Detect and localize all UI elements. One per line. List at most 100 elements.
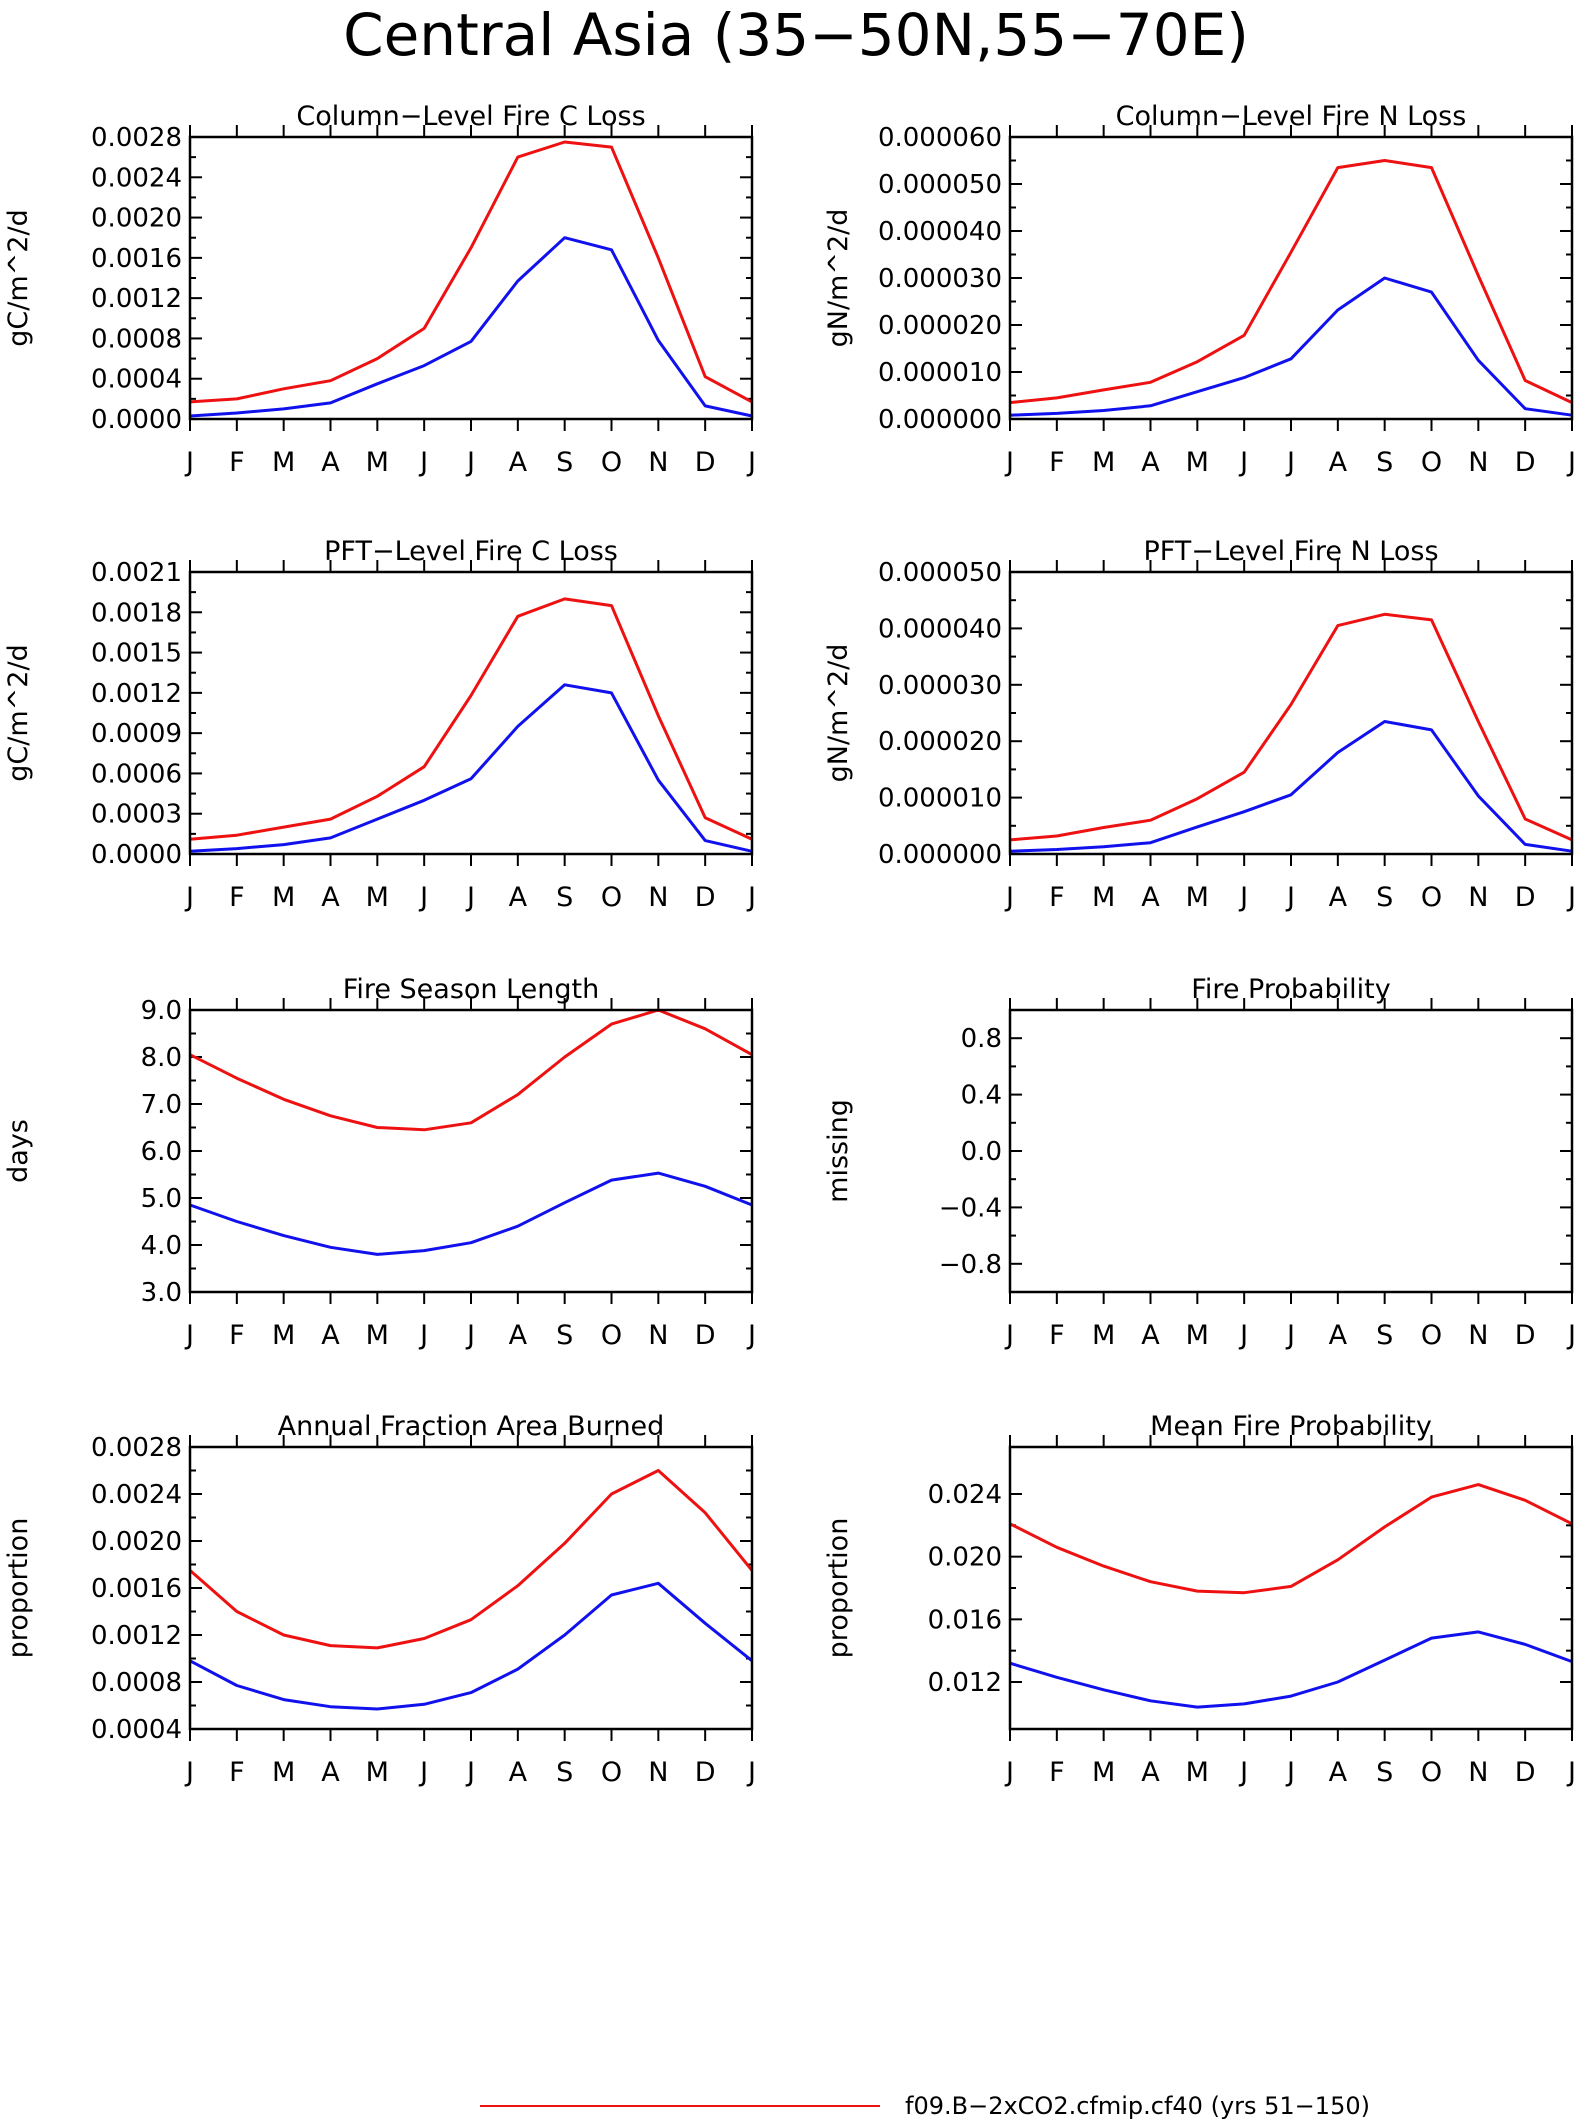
x-tick-label: M [272,882,295,913]
x-tick-label: F [229,1757,245,1788]
y-tick-label: 0.0018 [91,598,182,628]
series-line [189,683,753,853]
x-tick-label: S [556,1757,573,1788]
x-tick-label: S [556,447,573,478]
plot-frame [1008,135,1574,421]
x-tick-label: O [1421,882,1442,913]
x-tick-label: M [272,447,295,478]
y-axis-label: days [3,1119,34,1183]
x-tick-label: J [1566,447,1576,478]
x-tick-label: J [1004,447,1014,478]
x-tick-label: S [1376,447,1393,478]
y-tick-label: 0.0028 [91,1433,182,1463]
x-tick-label: N [648,882,668,913]
y-tick-label: 0.0000 [91,840,182,870]
x-tick-label: F [1049,447,1065,478]
x-tick-label: N [1468,882,1488,913]
panels: Column−Level Fire C LossgC/m^2/d0.00000.… [3,101,1576,1788]
chart-panel: Column−Level Fire C LossgC/m^2/d0.00000.… [3,101,756,478]
x-tick-label: A [509,1757,528,1788]
y-tick-label: 0.000050 [878,558,1002,588]
y-axis-label: gN/m^2/d [823,209,854,348]
x-tick-label: M [366,447,389,478]
x-tick-label: D [695,1320,716,1351]
plot-frame [188,135,754,421]
chart-panel: Fire Season Lengthdays3.04.05.06.07.08.0… [3,974,756,1351]
y-tick-label: 0.000040 [878,217,1002,247]
x-tick-label: A [321,1757,340,1788]
x-tick-label: D [1515,882,1536,913]
x-tick-label: J [418,882,428,913]
x-tick-label: O [1421,1757,1442,1788]
x-tick-label: J [418,1757,428,1788]
x-tick-label: M [1092,882,1115,913]
y-tick-label: 0.000000 [878,405,1002,435]
x-tick-label: M [1092,447,1115,478]
x-tick-label: O [1421,1320,1442,1351]
plot-frame [1008,1445,1574,1731]
y-tick-label: 0.0008 [91,1668,182,1698]
plot-frame [188,1445,754,1731]
y-tick-label: 0.0015 [91,639,182,669]
x-tick-label: S [1376,1320,1393,1351]
x-tick-label: J [1566,882,1576,913]
y-tick-label: −0.8 [939,1250,1002,1280]
x-tick-label: D [1515,1757,1536,1788]
x-tick-label: F [1049,1757,1065,1788]
x-tick-label: J [1285,1757,1295,1788]
x-tick-label: J [1238,1757,1248,1788]
plot-frame [188,570,754,856]
y-tick-label: 0.0016 [91,244,182,274]
x-tick-label: J [465,1757,475,1788]
y-axis-label: gC/m^2/d [3,644,34,781]
x-tick-label: O [601,1320,622,1351]
y-tick-label: 0.0012 [91,679,182,709]
x-tick-label: M [1186,882,1209,913]
x-tick-label: D [695,1757,716,1788]
y-tick-label: 0.0008 [91,324,182,354]
y-tick-label: 0.0004 [91,1715,182,1745]
series-line [189,597,753,841]
y-tick-label: 0.0024 [91,1480,182,1510]
x-tick-label: J [418,447,428,478]
x-tick-label: A [321,447,340,478]
y-axis-label: missing [823,1099,854,1203]
y-tick-label: 0.0003 [91,800,182,830]
y-tick-label: 0.016 [928,1605,1002,1635]
y-tick-label: 0.024 [928,1480,1002,1510]
y-tick-label: 9.0 [141,996,182,1026]
x-tick-label: J [184,1757,194,1788]
y-axis-label: gC/m^2/d [3,209,34,346]
series-line [189,1171,753,1256]
y-tick-label: 0.020 [928,1543,1002,1573]
x-tick-label: J [1285,1320,1295,1351]
x-tick-label: F [1049,882,1065,913]
chart-panel: Fire Probabilitymissing−0.8−0.40.00.40.8… [823,974,1576,1351]
x-tick-label: M [366,1757,389,1788]
chart-panel: Annual Fraction Area Burnedproportion0.0… [3,1411,756,1788]
chart-panel: Mean Fire Probabilityproportion0.0120.01… [823,1411,1576,1788]
y-tick-label: 0.000010 [878,784,1002,814]
x-tick-label: J [746,447,756,478]
x-tick-label: A [1141,1320,1160,1351]
x-tick-label: J [746,1757,756,1788]
series-line [1009,276,1573,417]
y-tick-label: 7.0 [141,1090,182,1120]
x-tick-label: J [1238,882,1248,913]
x-tick-label: M [1186,1320,1209,1351]
y-tick-label: 0.0004 [91,365,182,395]
legend-label: f09.B−2xCO2.cfmip.cf40 (yrs 51−150) [905,2092,1370,2120]
chart-panel: PFT−Level Fire N LossgN/m^2/d0.0000000.0… [823,536,1576,913]
y-tick-label: 0.4 [961,1081,1002,1111]
plot-frame [1008,1008,1574,1294]
x-tick-label: J [1004,882,1014,913]
x-tick-label: A [509,447,528,478]
chart-panel: PFT−Level Fire C LossgC/m^2/d0.00000.000… [3,536,756,913]
x-tick-label: D [695,882,716,913]
y-tick-label: 0.0020 [91,1527,182,1557]
x-tick-label: N [1468,1320,1488,1351]
x-tick-label: N [648,447,668,478]
x-tick-label: J [1285,882,1295,913]
y-tick-label: 0.000030 [878,264,1002,294]
